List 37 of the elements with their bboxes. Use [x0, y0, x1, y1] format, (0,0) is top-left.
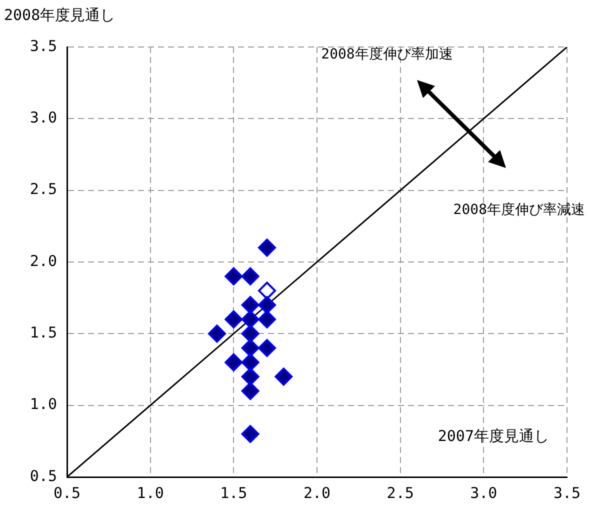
point [241, 368, 260, 386]
y-tick-label: 2.0 [30, 252, 57, 270]
y-axis-title: 2008年度見通し [4, 6, 116, 24]
x-tick-label: 3.5 [553, 484, 581, 502]
point [224, 310, 243, 328]
point [241, 382, 260, 400]
point [241, 310, 260, 328]
y-tick-label: 1.5 [30, 324, 57, 342]
point [274, 368, 293, 386]
x-tick-label: 0.5 [53, 484, 81, 502]
annotation: 2008年度伸び率減速 [453, 202, 585, 218]
point [258, 310, 276, 328]
point [224, 267, 243, 286]
point [258, 339, 276, 357]
x-tick-label: 1.0 [136, 484, 164, 502]
x-tick-label: 1.5 [220, 484, 248, 502]
point [241, 353, 260, 372]
point [241, 267, 260, 286]
x-tick-label: 2.0 [303, 484, 331, 502]
x-tick-label: 3.0 [470, 484, 498, 502]
point [241, 296, 260, 314]
point [241, 339, 260, 357]
point [241, 324, 260, 343]
annotation: 2008年度伸び率加速 [321, 46, 453, 63]
x-tick-label: 2.5 [386, 484, 414, 502]
x-axis-title: 2007年度見通し [438, 426, 549, 445]
point [258, 282, 276, 300]
y-tick-label: 1.0 [30, 395, 57, 414]
y-tick-label: 0.5 [30, 466, 57, 485]
point [258, 296, 276, 314]
point [224, 353, 243, 372]
y-tick-label: 3.0 [30, 108, 57, 127]
point [258, 238, 276, 257]
y-tick-label: 2.5 [30, 180, 57, 198]
y-tick-label: 3.5 [30, 36, 57, 55]
point [208, 324, 226, 343]
point [241, 425, 260, 443]
